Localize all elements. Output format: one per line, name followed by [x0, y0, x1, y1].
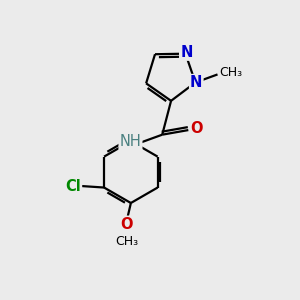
Text: O: O	[190, 121, 203, 136]
Text: NH: NH	[120, 134, 141, 149]
Text: Cl: Cl	[65, 178, 81, 194]
Text: CH₃: CH₃	[115, 236, 138, 248]
Text: N: N	[190, 75, 202, 90]
Text: O: O	[120, 217, 133, 232]
Text: CH₃: CH₃	[219, 67, 242, 80]
Text: N: N	[180, 45, 193, 60]
